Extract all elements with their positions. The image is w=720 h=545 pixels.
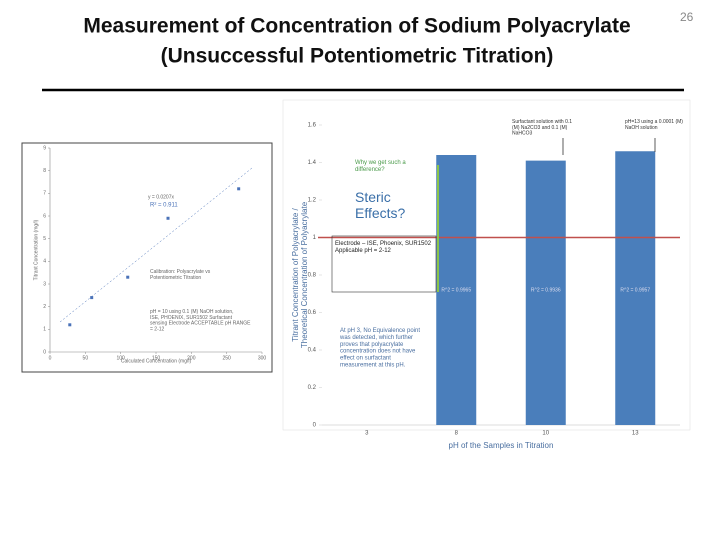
y-tick-label: 0.2 [308, 385, 317, 391]
x-axis-label: pH of the Samples in Titration [449, 441, 554, 450]
y-axis-label: Titrant Concentration of Polyacrylate /T… [291, 201, 309, 348]
x-tick-label: 10 [542, 431, 549, 437]
y-axis-label: Titrant Concentration (mg/l) [33, 219, 39, 280]
point [166, 216, 170, 220]
y-tick-label: 0.8 [308, 273, 317, 279]
y-tick-label: 1 [43, 327, 46, 333]
bar-label: R^2 = 0.9936 [531, 287, 561, 293]
y-tick-label: 1.6 [308, 123, 317, 129]
y-tick-label: 0 [43, 349, 46, 355]
point [90, 296, 94, 300]
bar [436, 155, 477, 425]
annotation: Why we get such a difference? [355, 160, 406, 173]
point [126, 275, 130, 279]
y-tick-label: 8 [43, 168, 46, 174]
y-tick-label: 4 [43, 259, 46, 265]
x-axis-label: Calculated Concentration (mg/l) [121, 358, 192, 364]
y-tick-label: 6 [43, 213, 46, 219]
x-tick-label: 100 [116, 355, 125, 361]
x-tick-label: 250 [222, 355, 231, 361]
annotation: Surfactant solution with 0.1 (M) Na2CO3 a… [512, 119, 572, 137]
x-tick-label: 150 [152, 355, 161, 361]
y-tick-label: 2 [43, 304, 46, 310]
slide-number: 26 [680, 10, 694, 24]
y-tick-label: 1.2 [308, 198, 317, 204]
y-tick-label: 7 [43, 191, 46, 197]
y-tick-label: 9 [43, 145, 46, 151]
annotation-box [331, 235, 437, 293]
x-tick-label: 50 [83, 355, 89, 361]
r-squared: R² = 0.911 [150, 203, 178, 209]
legend-title: Calibration: Polyacrylate vs Potentiometr… [150, 269, 211, 281]
subtitle: (Unsuccessful Potentiometric Titration) [161, 45, 554, 68]
bar-label: R^2 = 0.9957 [620, 287, 650, 293]
y-tick-label: 3 [43, 281, 46, 287]
annotation: Steric Effects? [355, 189, 406, 221]
bar-label: R^2 = 0.9965 [441, 287, 471, 293]
bar [525, 160, 566, 425]
x-tick-label: 3 [365, 431, 369, 437]
y-tick-label: 0.6 [308, 310, 317, 316]
bar [615, 151, 656, 425]
y-tick-label: 0.4 [308, 348, 317, 354]
y-tick-label: 0 [313, 423, 317, 429]
y-tick-label: 1.4 [308, 160, 317, 166]
x-tick-label: 200 [187, 355, 196, 361]
x-tick-label: 0 [49, 355, 52, 361]
point [68, 323, 72, 327]
annotation: pH=13 using a 0.0001 (M) NaOH solution [625, 119, 683, 131]
y-tick-label: 1 [313, 235, 317, 241]
annotation: Electrode – ISE, Phoenix, SUR1502 Applica… [335, 241, 432, 254]
equation: y = 0.0207x [148, 194, 174, 200]
annotation: At pH 3, No Equivalence point was detecte… [339, 328, 420, 369]
left-chart-frame [21, 142, 273, 373]
x-tick-label: 300 [258, 355, 267, 361]
title: Measurement of Concentration of Sodium P… [83, 15, 630, 38]
note: pH = 10 using 0.1 (M) NaOH solution, ISE,… [150, 309, 251, 332]
y-tick-label: 5 [43, 236, 46, 242]
x-tick-label: 8 [455, 431, 459, 437]
point [237, 187, 241, 191]
x-tick-label: 13 [632, 431, 639, 437]
